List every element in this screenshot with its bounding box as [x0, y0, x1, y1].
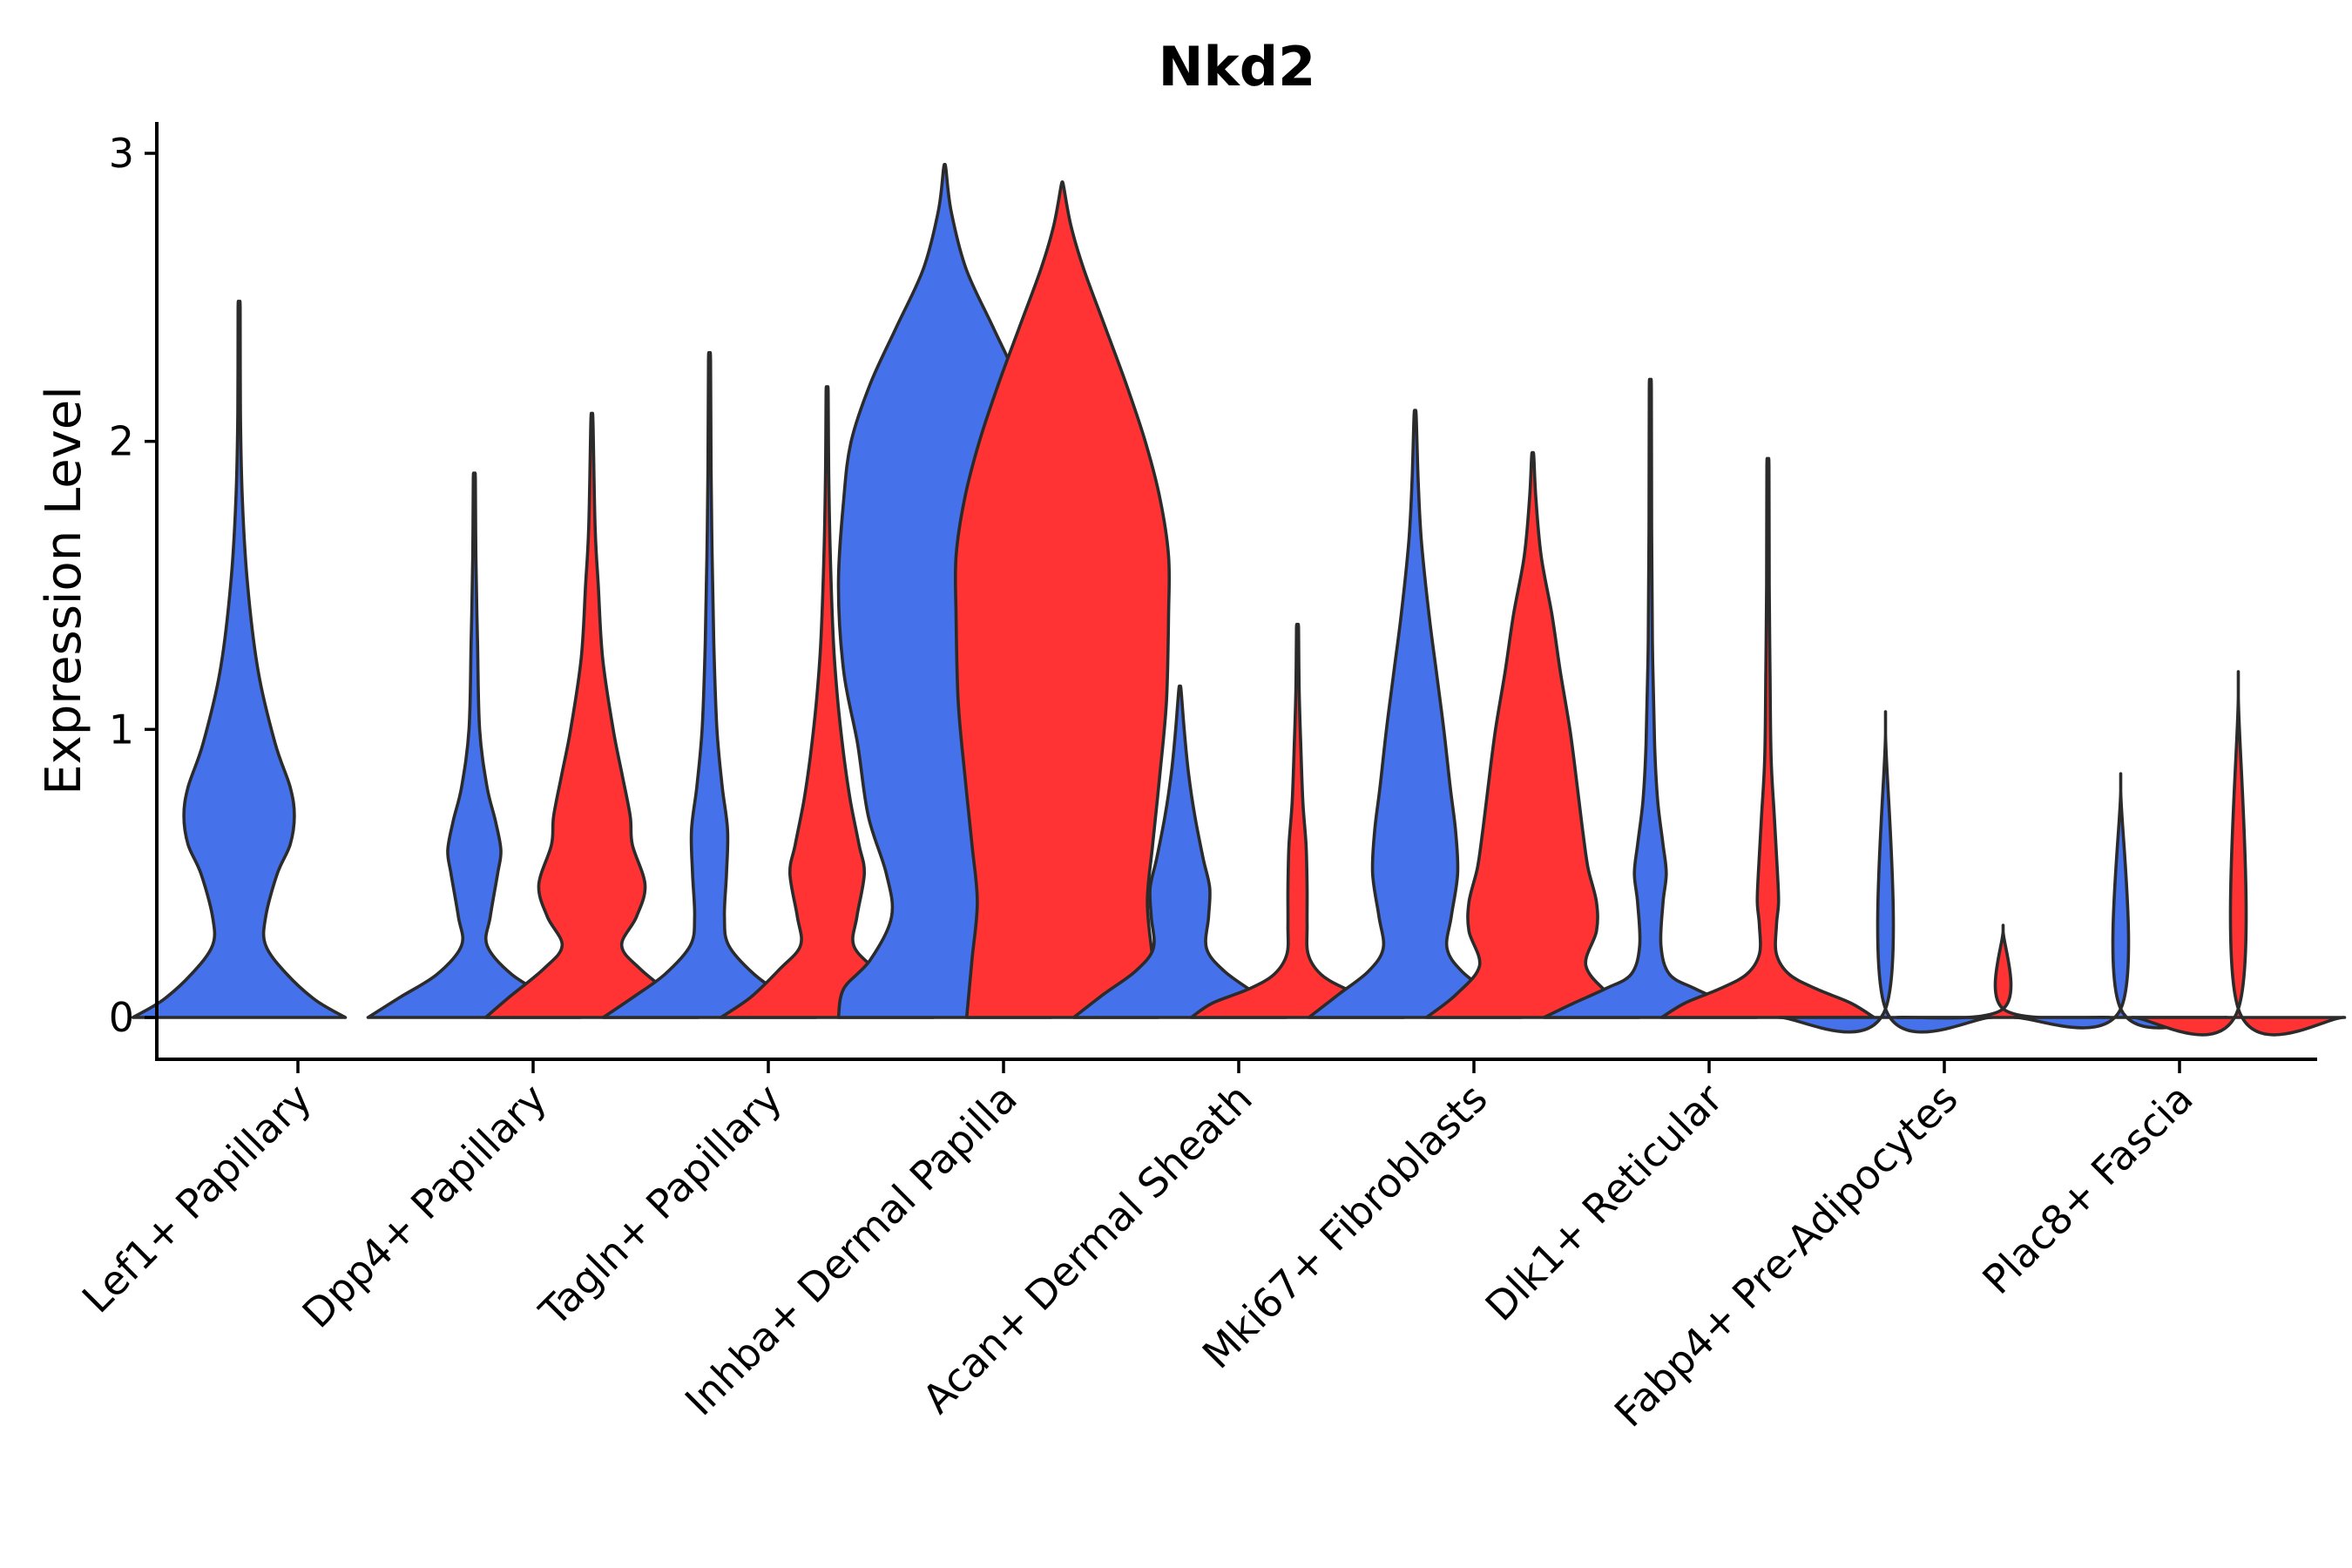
- violin-mki67-fibroblasts-right: [1424, 450, 1641, 1019]
- violin-tagln-papillary-right: [719, 385, 936, 1019]
- violin-dlk1-reticular-right: [1659, 456, 1876, 1019]
- y-tick-label: 0: [109, 994, 134, 1041]
- violin-acan-dermal-sheath-left: [1071, 684, 1288, 1019]
- x-tick-label: Lef1+ Papillary: [73, 1075, 321, 1322]
- violin-inhba-dermal-papilla-right: [953, 180, 1172, 1019]
- violin-dpp4-papillary-right: [483, 411, 700, 1019]
- y-tick-label: 1: [109, 706, 134, 753]
- y-tick-label: 2: [109, 418, 134, 465]
- violin-lef1-papillary-left: [131, 300, 348, 1019]
- x-tick-label: Dpp4+ Papillary: [294, 1075, 556, 1337]
- violin-mki67-fibroblasts-left: [1307, 409, 1524, 1019]
- x-tick-label: Plac8+ Fascia: [1973, 1075, 2201, 1303]
- chart-title: Nkd2: [1159, 35, 1316, 98]
- violin-dpp4-papillary-left: [366, 471, 583, 1019]
- violin-fabp4-pre-adipocytes-left: [1777, 710, 1994, 1034]
- violin-plac8-fascia-left: [2012, 772, 2229, 1030]
- x-tick-label: Dlk1+ Reticular: [1477, 1075, 1732, 1330]
- violin-plac8-fascia-right: [2130, 670, 2347, 1037]
- y-tick-label: 3: [109, 130, 134, 177]
- violin-acan-dermal-sheath-right: [1189, 622, 1406, 1019]
- violins-layer: [131, 163, 2347, 1037]
- violin-tagln-papillary-left: [601, 351, 818, 1019]
- violin-dlk1-reticular-left: [1542, 377, 1759, 1019]
- violin-fabp4-pre-adipocytes-right: [1895, 923, 2112, 1020]
- x-tick-label: Tagln+ Papillary: [530, 1075, 791, 1336]
- y-axis-label: Expression Level: [36, 386, 92, 795]
